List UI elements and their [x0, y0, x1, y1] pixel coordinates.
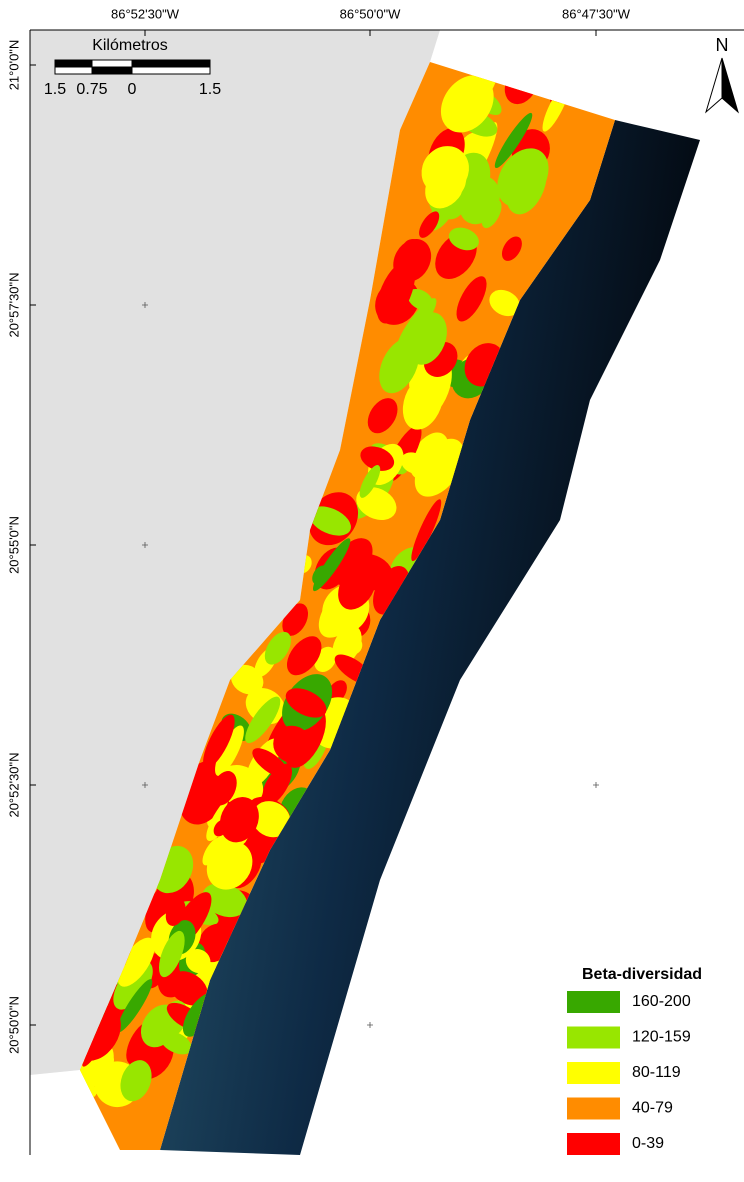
legend-title: Beta-diversidad — [582, 966, 702, 983]
scale-seg — [132, 60, 210, 67]
scale-label: 1.5 — [44, 81, 66, 98]
legend-swatch — [567, 1027, 620, 1049]
legend-label: 120-159 — [632, 1029, 691, 1046]
scale-label: 0.75 — [76, 81, 107, 98]
scale-seg — [92, 67, 132, 74]
map-figure: Kilómetros 1.5 0.75 0 1.5 N Beta-diversi… — [0, 0, 744, 1182]
scale-label: 0 — [128, 81, 137, 98]
legend-label: 160-200 — [632, 993, 691, 1010]
latitude-label: 20°57'30"N — [6, 272, 21, 337]
scale-bar — [55, 60, 210, 74]
legend-swatch — [567, 1133, 620, 1155]
latitude-label: 20°52'30"N — [6, 752, 21, 817]
scale-seg — [55, 60, 92, 67]
longitude-label: 86°52'30"W — [111, 6, 180, 21]
map-page: Kilómetros 1.5 0.75 0 1.5 N Beta-diversi… — [0, 0, 744, 1182]
legend-label: 80-119 — [632, 1064, 681, 1081]
legend-label: 40-79 — [632, 1100, 673, 1117]
north-label: N — [716, 35, 729, 55]
legend-label: 0-39 — [632, 1135, 664, 1152]
legend-swatch — [567, 991, 620, 1013]
scale-title: Kilómetros — [92, 37, 168, 54]
legend-swatch — [567, 1098, 620, 1120]
longitude-label: 86°50'0"W — [340, 6, 401, 21]
legend-swatch — [567, 1062, 620, 1084]
latitude-label: 21°0'0"N — [6, 40, 21, 91]
longitude-label: 86°47'30"W — [562, 6, 631, 21]
scale-label: 1.5 — [199, 81, 221, 98]
latitude-label: 20°50'0"N — [6, 996, 21, 1054]
latitude-label: 20°55'0"N — [6, 516, 21, 574]
